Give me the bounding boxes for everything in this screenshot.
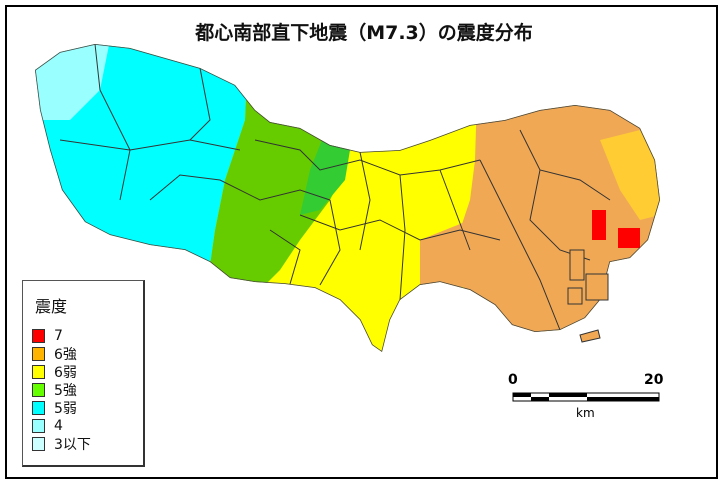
map-title: 都心南部直下地震（M7.3）の震度分布: [195, 22, 533, 44]
legend-item-5-upper: 5強: [32, 381, 77, 399]
zone-7-area: [592, 210, 606, 240]
legend-swatch: [32, 436, 45, 451]
scale-unit: km: [576, 406, 595, 420]
zone-7-area: [618, 228, 640, 248]
legend-label: 4: [54, 417, 63, 434]
municipal-boundaries: [59, 44, 611, 331]
scale-bar: 0 20 km: [508, 372, 664, 422]
zone-5-upper: [205, 44, 345, 300]
legend-label: 7: [54, 327, 63, 344]
scale-end: 20: [644, 372, 664, 388]
legend-label: 3以下: [54, 436, 91, 453]
legend-swatch: [32, 418, 45, 433]
scale-bar-graphic: [512, 392, 660, 402]
legend-item-4: 4: [32, 417, 63, 434]
bay-islands: [567, 249, 609, 343]
legend-item-6-upper: 6強: [32, 345, 77, 363]
legend-swatch: [32, 382, 45, 397]
legend-swatch: [32, 400, 45, 415]
scale-start: 0: [508, 372, 518, 388]
legend-label: 5弱: [54, 400, 77, 417]
legend-label: 6弱: [54, 364, 77, 381]
legend: 震度 7 6強 6弱 5強 5弱 4 3以下: [22, 280, 145, 467]
map-frame: [5, 5, 718, 479]
zone-6-lower-patch: [600, 130, 660, 220]
legend-label: 6強: [54, 346, 77, 363]
legend-swatch: [32, 346, 45, 361]
legend-item-3-or-less: 3以下: [32, 435, 91, 453]
legend-label: 5強: [54, 382, 77, 399]
legend-title: 震度: [35, 297, 68, 316]
legend-item-6-lower: 6弱: [32, 363, 77, 381]
legend-swatch: [32, 364, 45, 379]
legend-item-7: 7: [32, 327, 63, 344]
zone-6-upper-patch: [420, 220, 490, 290]
legend-swatch: [32, 328, 45, 343]
legend-item-5-lower: 5弱: [32, 399, 77, 417]
